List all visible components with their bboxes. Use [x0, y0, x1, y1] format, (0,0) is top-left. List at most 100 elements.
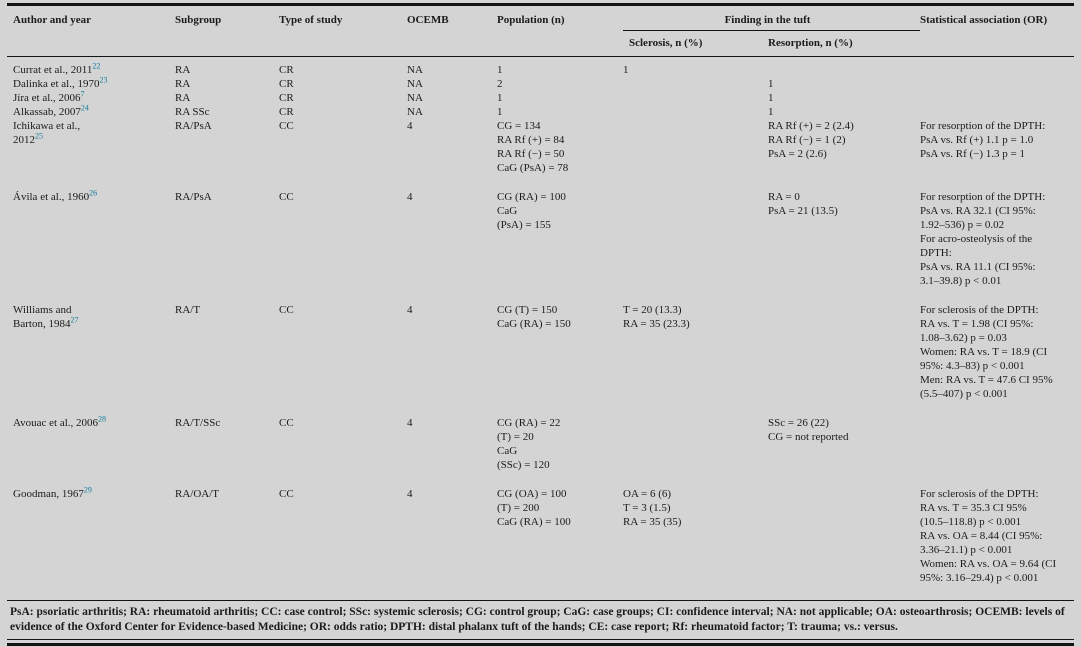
statistical-cell — [920, 416, 1074, 487]
population-cell: CG (RA) = 22 (T) = 20 CaG (SSc) = 120 — [497, 416, 623, 487]
table-header: Author and year Subgroup Type of study O… — [7, 6, 1074, 57]
cell-line: Women: RA vs. T = 18.9 (CI — [920, 346, 1048, 358]
header-resorption: Resorption, n (%) — [768, 30, 921, 57]
cell-line: RA Rf (−) = 50 — [497, 148, 565, 160]
subgroup-cell: RA/PsA — [175, 191, 212, 203]
statistical-cell — [920, 91, 1074, 105]
cell-line: PsA vs. Rf (−) 1.3 p = 1 — [920, 148, 1026, 160]
cell-line: CaG (RA) = 100 — [497, 516, 571, 528]
cell-line: For sclerosis of the DPTH: — [920, 304, 1039, 316]
citation-superscript: 24 — [80, 105, 89, 113]
top-rule — [7, 3, 1074, 6]
statistical-cell: For sclerosis of the DPTH: RA vs. T = 1.9… — [920, 303, 1074, 416]
ocemb-cell: NA — [407, 106, 423, 118]
cell-line: DPTH: — [920, 247, 952, 259]
cell-line: (PsA) = 155 — [497, 219, 551, 231]
table-row: Dalinka et al., 197023 RA CR NA 2 1 — [7, 77, 1074, 91]
cell-line: 2 — [497, 78, 503, 90]
sclerosis-cell — [623, 105, 768, 119]
author-text: Alkassab, 2007 — [13, 106, 81, 118]
resorption-cell — [768, 303, 920, 416]
cell-line: 1 — [768, 78, 774, 90]
cell-line: RA = 0 — [768, 191, 800, 203]
statistical-cell — [920, 77, 1074, 91]
cell-line: RA vs. T = 35.3 CI 95% — [920, 502, 1027, 514]
table-body: Currat et al., 201122 RA CR NA 1 1 Dalinka et … — [7, 57, 1074, 601]
author-text: Williams and — [13, 304, 72, 316]
resorption-cell — [768, 487, 920, 600]
sclerosis-cell: OA = 6 (6) T = 3 (1.5) RA = 35 (35) — [623, 487, 768, 600]
cell-line: 3.36–21.1) p < 0.001 — [920, 544, 1013, 556]
population-cell: CG = 134 RA Rf (+) = 84 RA Rf (−) = 50 CaG … — [497, 119, 623, 190]
author-cell: Avouac et al., 200628 — [7, 416, 175, 487]
author-text: Goodman, 1967 — [13, 488, 84, 500]
study-type-cell: CR — [279, 78, 294, 90]
sclerosis-cell — [623, 119, 768, 190]
author-text: Ávila et al., 1960 — [13, 191, 90, 203]
population-cell: CG (OA) = 100 (T) = 200 CaG (RA) = 100 — [497, 487, 623, 600]
cell-line: For resorption of the DPTH: — [920, 191, 1046, 203]
study-type-cell: CC — [279, 120, 294, 132]
study-type-cell: CR — [279, 106, 294, 118]
sclerosis-cell: T = 20 (13.3) RA = 35 (23.3) — [623, 303, 768, 416]
resorption-cell: RA Rf (+) = 2 (2.4) RA Rf (−) = 1 (2) PsA … — [768, 119, 920, 190]
resorption-cell: 1 — [768, 77, 920, 91]
resorption-cell: SSc = 26 (22) CG = not reported — [768, 416, 920, 487]
cell-line: RA vs. OA = 8.44 (CI 95%: — [920, 530, 1043, 542]
statistical-cell — [920, 105, 1074, 119]
statistical-cell: For sclerosis of the DPTH: RA vs. T = 35.… — [920, 487, 1074, 600]
table-row: Williams and Barton, 198427 RA/T CC 4 CG (T) … — [7, 303, 1074, 416]
citation-superscript: 28 — [98, 416, 107, 424]
citation-superscript: 23 — [99, 77, 108, 85]
cell-line: (10.5–118.8) p < 0.001 — [920, 516, 1022, 528]
author-text: Jíra et al., 2006 — [13, 92, 81, 104]
citation-superscript: 27 — [70, 317, 79, 325]
author-cell: Goodman, 196729 — [7, 487, 175, 600]
cell-line: For acro-osteolysis of the — [920, 233, 1033, 245]
cell-line: Men: RA vs. T = 47.6 CI 95% — [920, 374, 1053, 386]
citation-superscript: 22 — [92, 63, 101, 71]
population-cell: CG (T) = 150 CaG (RA) = 150 — [497, 303, 623, 416]
cell-line: CaG — [497, 205, 518, 217]
cell-line: 95%: 3.16–29.4) p < 0.001 — [920, 572, 1039, 584]
author-text: 2012 — [13, 134, 35, 146]
cell-line: 1 — [768, 92, 774, 104]
subgroup-cell: RA/T/SSc — [175, 417, 221, 429]
cell-line: CG (OA) = 100 — [497, 488, 567, 500]
resorption-cell — [768, 57, 920, 78]
author-cell: Ichikawa et al., 201225 — [7, 119, 175, 190]
cell-line: RA Rf (+) = 2 (2.4) — [768, 120, 854, 132]
cell-line: CG = 134 — [497, 120, 541, 132]
cell-line: (SSc) = 120 — [497, 459, 550, 471]
cell-line: RA = 35 (23.3) — [623, 318, 690, 330]
cell-line: 1 — [497, 106, 503, 118]
author-text: Barton, 1984 — [13, 318, 71, 330]
subgroup-cell: RA/PsA — [175, 120, 212, 132]
study-type-cell: CC — [279, 191, 294, 203]
header-ocemb: OCEMB — [407, 6, 497, 57]
author-cell: Ávila et al., 196026 — [7, 190, 175, 303]
cell-line: OA = 6 (6) — [623, 488, 672, 500]
cell-line: PsA vs. Rf (+) 1.1 p = 1.0 — [920, 134, 1034, 146]
cell-line: CaG — [497, 445, 518, 457]
author-text: Avouac et al., 2006 — [13, 417, 99, 429]
sclerosis-cell — [623, 91, 768, 105]
subgroup-cell: RA/OA/T — [175, 488, 219, 500]
cell-line: 1.08–3.62) p = 0.03 — [920, 332, 1007, 344]
resorption-cell: 1 — [768, 105, 920, 119]
subgroup-cell: RA — [175, 92, 191, 104]
author-cell: Jíra et al., 20067 — [7, 91, 175, 105]
ocemb-cell: 4 — [407, 304, 413, 316]
header-statistical-association: Statistical association (OR) — [920, 6, 1074, 57]
cell-line: 95%: 4.3–83) p < 0.001 — [920, 360, 1025, 372]
cell-line: T = 20 (13.3) — [623, 304, 682, 316]
resorption-cell: 1 — [768, 91, 920, 105]
ocemb-cell: 4 — [407, 417, 413, 429]
cell-line: CG (RA) = 22 — [497, 417, 561, 429]
cell-line: SSc = 26 (22) — [768, 417, 829, 429]
sclerosis-cell — [623, 416, 768, 487]
sclerosis-cell: 1 — [623, 57, 768, 78]
study-type-cell: CC — [279, 417, 294, 429]
subgroup-cell: RA SSc — [175, 106, 210, 118]
